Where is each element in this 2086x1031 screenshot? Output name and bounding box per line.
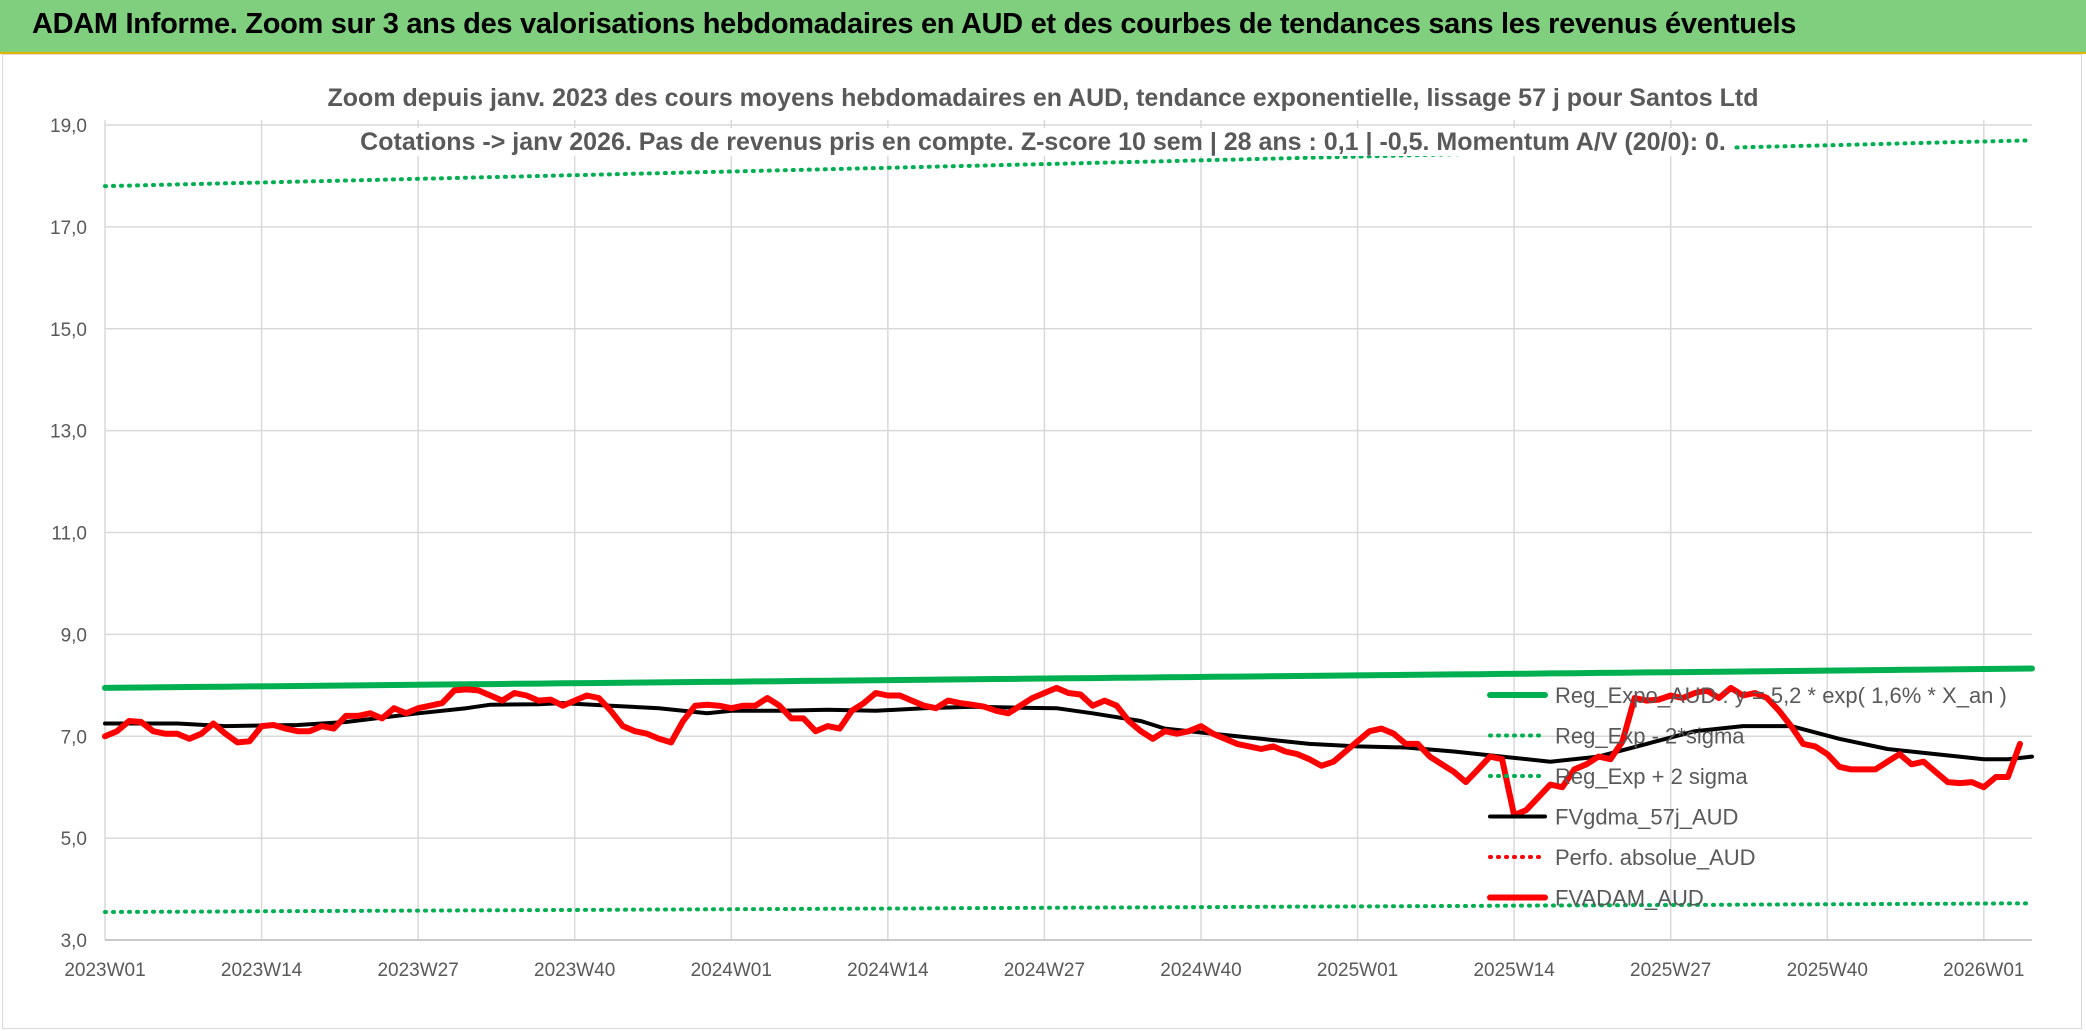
x-axis: 2023W01 2023W14 2023W27 2023W40 2024W01 2024W… (64, 960, 2024, 981)
series-line-1 (103, 901, 2034, 914)
gridlines (104, 120, 2032, 941)
x-tick-label: 2023W40 (534, 960, 615, 981)
legend-entry-label: Perfo. absolue_AUD (1555, 845, 1756, 870)
x-tick-label: 2023W01 (64, 960, 145, 981)
x-tick-label: 2025W40 (1787, 960, 1868, 981)
series-line-5 (102, 684, 2023, 819)
legend: Reg_Expo_AUD : y = 5,2 * exp( 1,6% * X_a… (1487, 683, 2007, 911)
y-tick-label: 13,0 (50, 422, 87, 443)
y-tick-label: 11,0 (51, 524, 87, 545)
x-tick-label: 2024W01 (691, 960, 772, 981)
chart-area (2, 54, 2082, 1029)
legend-entry-label: Reg_Exp - 2*sigma (1555, 724, 1745, 749)
x-tick-label: 2025W01 (1317, 960, 1398, 981)
y-tick-label: 5,0 (61, 829, 87, 850)
y-tick-label: 7,0 (61, 727, 87, 748)
series-line-3 (103, 701, 2034, 764)
series-line-0 (102, 665, 2035, 691)
chart-title-line-1: Zoom depuis janv. 2023 des cours moyens … (321, 84, 1765, 112)
x-tick-label: 2023W14 (221, 960, 303, 981)
y-tick-label: 3,0 (61, 931, 87, 952)
x-tick-label: 2024W14 (847, 960, 929, 981)
x-tick-label: 2024W27 (1004, 960, 1085, 981)
series-lines (102, 138, 2035, 914)
x-tick-label: 2024W40 (1160, 960, 1241, 981)
y-tick-label: 9,0 (61, 625, 87, 646)
legend-entry-label: Reg_Exp + 2 sigma (1555, 764, 1748, 789)
legend-entry-label: FVADAM_AUD (1555, 886, 1704, 911)
report-title: ADAM Informe. Zoom sur 3 ans des valoris… (32, 8, 1797, 40)
x-tick-label: 2025W14 (1473, 960, 1555, 981)
x-tick-label: 2023W27 (377, 960, 458, 981)
legend-entry-label: Reg_Expo_AUD : y = 5,2 * exp( 1,6% * X_a… (1555, 683, 2007, 708)
chart-title-line-2: Cotations -> janv 2026. Pas de revenus p… (354, 128, 1732, 156)
report-header-banner: ADAM Informe. Zoom sur 3 ans des valoris… (0, 0, 2086, 54)
legend-entry-label: FVgdma_57j_AUD (1555, 805, 1738, 830)
y-tick-label: 19,0 (50, 116, 87, 137)
x-tick-label: 2026W01 (1943, 960, 2024, 981)
y-tick-label: 17,0 (50, 218, 87, 239)
y-tick-label: 15,0 (50, 320, 87, 341)
x-tick-label: 2025W27 (1630, 960, 1711, 981)
y-axis: 3,0 5,0 7,0 9,0 11,0 13,0 15,0 17,0 19,0 (50, 116, 87, 952)
